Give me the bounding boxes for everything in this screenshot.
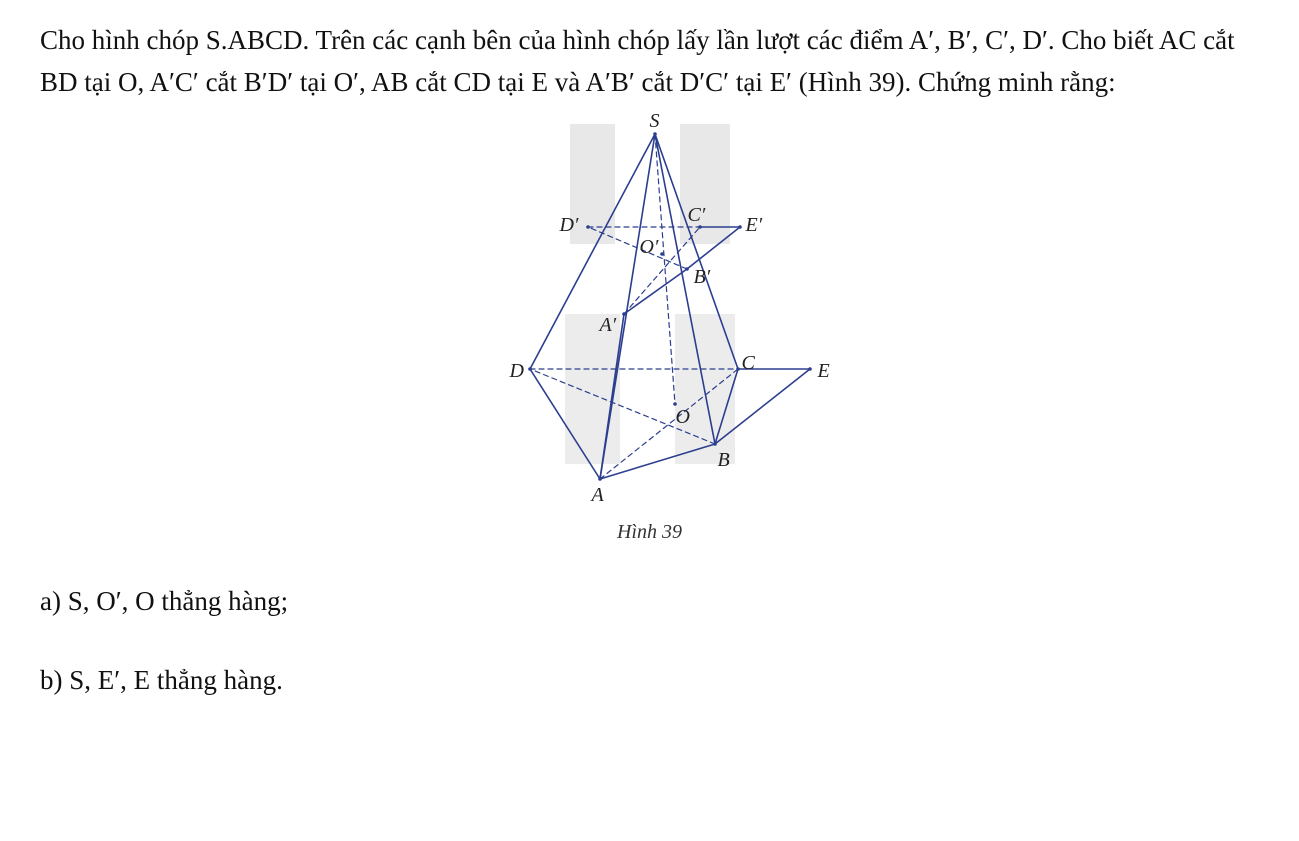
point-label: S	[650, 110, 660, 133]
point-label: O′	[640, 236, 659, 259]
point-label: C	[742, 352, 755, 375]
part-b: b) S, E′, E thẳng hàng.	[40, 659, 1259, 702]
point-label: D′	[560, 214, 579, 237]
point-label: E	[818, 360, 830, 383]
point-label: A′	[600, 314, 617, 337]
figure-caption: Hình 39	[450, 521, 850, 544]
figure-svg	[450, 114, 850, 514]
point-label: B	[718, 449, 730, 472]
point-label: B′	[694, 266, 711, 289]
point-label: A	[592, 484, 604, 507]
point-label: C′	[688, 204, 706, 227]
point-label: D	[510, 360, 524, 383]
proof-parts: a) S, O′, O thẳng hàng; b) S, E′, E thẳn…	[40, 580, 1259, 702]
point-label: O	[676, 406, 690, 429]
problem-statement: Cho hình chóp S.ABCD. Trên các cạnh bên …	[40, 20, 1259, 104]
figure-39: SD′C′E′O′B′A′DCEOBA Hình 39	[450, 114, 850, 544]
figure-container: SD′C′E′O′B′A′DCEOBA Hình 39	[40, 114, 1259, 544]
point-label: E′	[746, 214, 763, 237]
part-a: a) S, O′, O thẳng hàng;	[40, 580, 1259, 623]
